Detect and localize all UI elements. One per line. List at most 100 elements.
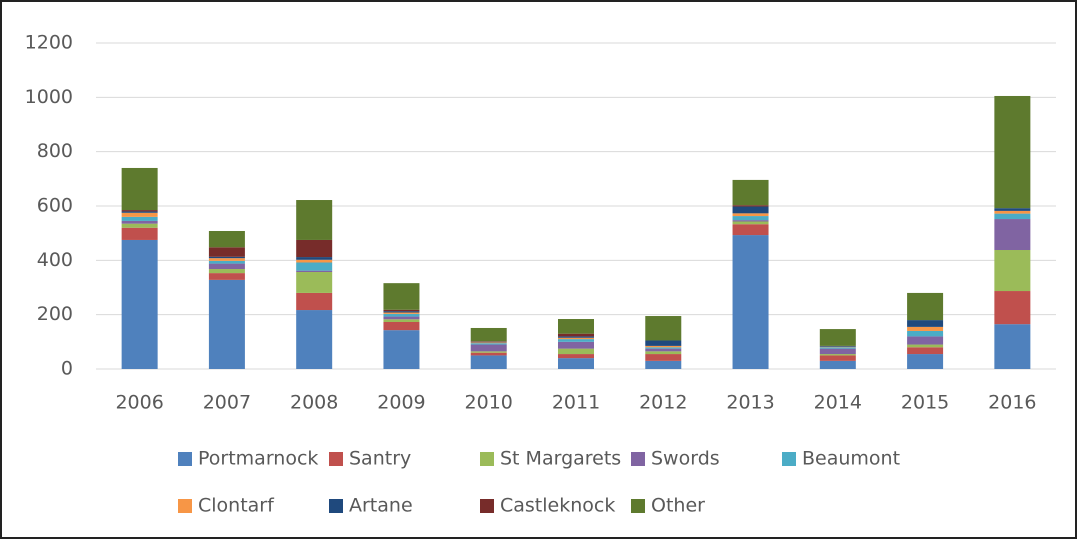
- bar-segment: [907, 347, 944, 355]
- bar-segment: [819, 360, 856, 369]
- legend-label: Artane: [349, 495, 413, 517]
- legend-label: St Margarets: [500, 448, 621, 470]
- legend-swatch: [329, 452, 343, 466]
- x-tick-label: 2011: [552, 392, 600, 414]
- legend-label: Clontarf: [198, 495, 275, 517]
- bar-segment: [732, 220, 769, 222]
- bar-segment: [994, 219, 1031, 251]
- y-tick-label: 1000: [25, 86, 73, 108]
- bar-segment: [383, 283, 420, 310]
- bar-segment: [645, 348, 682, 352]
- bar-segment: [296, 262, 333, 271]
- bar-segment: [907, 292, 944, 321]
- bar-segment: [208, 263, 245, 270]
- bar-segment: [383, 316, 420, 320]
- bar-segment: [645, 316, 682, 341]
- bar-segment: [208, 269, 245, 274]
- bar-segment: [732, 179, 769, 206]
- x-tick-label: 2006: [115, 392, 163, 414]
- legend-swatch: [178, 499, 192, 513]
- bar-segment: [296, 239, 333, 258]
- bar-segment: [558, 339, 594, 342]
- bar-segment: [994, 208, 1031, 211]
- legend-label: Castleknock: [500, 495, 615, 517]
- bar-segment: [558, 333, 594, 337]
- bar-segment: [819, 347, 856, 349]
- bar-segment: [994, 291, 1031, 325]
- bar-segment: [819, 354, 856, 356]
- bar-segment: [907, 326, 944, 331]
- bar-segment: [208, 279, 245, 369]
- bar-segment: [208, 258, 245, 261]
- y-tick-label: 800: [37, 140, 73, 162]
- bar-segment: [296, 270, 333, 273]
- bar-segment: [732, 213, 769, 217]
- bar-segment: [470, 343, 507, 345]
- bar-segment: [383, 322, 420, 331]
- bar-segment: [383, 330, 420, 369]
- x-tick-label: 2012: [639, 392, 687, 414]
- bar-segment: [121, 239, 158, 369]
- y-tick-label: 200: [37, 303, 73, 325]
- legend-swatch: [631, 499, 645, 513]
- bar-segment: [208, 260, 245, 264]
- bar-segment: [470, 352, 507, 356]
- bar-segment: [732, 235, 769, 369]
- bar-segment: [994, 213, 1031, 220]
- bar-segment: [645, 360, 682, 369]
- bar-segment: [732, 206, 769, 214]
- bar-segment: [558, 341, 594, 349]
- bar-segment: [470, 351, 507, 353]
- legend-swatch: [480, 499, 494, 513]
- bar-segment: [732, 221, 769, 225]
- bar-segment: [470, 341, 507, 343]
- legend-swatch: [329, 499, 343, 513]
- y-tick-label: 400: [37, 249, 73, 271]
- bar-segment: [558, 348, 594, 355]
- bar-segment: [907, 320, 944, 327]
- legend-label: Portmarnock: [198, 448, 318, 470]
- bar-segment: [470, 344, 507, 352]
- x-tick-label: 2010: [465, 392, 513, 414]
- bar-segment: [383, 309, 420, 312]
- legend-label: Swords: [651, 448, 720, 470]
- bar-segment: [732, 216, 769, 221]
- bar-segment: [645, 347, 682, 349]
- legend-label: Other: [651, 495, 705, 517]
- bar-segment: [819, 329, 856, 346]
- bar-segment: [296, 292, 333, 311]
- y-tick-label: 600: [37, 195, 73, 217]
- legend-swatch: [631, 452, 645, 466]
- bar-segment: [121, 220, 158, 224]
- x-tick-label: 2015: [901, 392, 949, 414]
- legend-label: Beaumont: [802, 448, 900, 470]
- bar-segment: [121, 210, 158, 212]
- bar-segment: [208, 247, 245, 257]
- bar-segment: [645, 351, 682, 355]
- x-tick-label: 2007: [203, 392, 251, 414]
- x-tick-label: 2009: [377, 392, 425, 414]
- bar-segment: [558, 319, 594, 334]
- legend-swatch: [782, 452, 796, 466]
- bar-segment: [994, 250, 1031, 292]
- bar-segment: [208, 256, 245, 259]
- bar-segment: [121, 223, 158, 228]
- bar-segment: [470, 341, 507, 342]
- bar-segment: [819, 348, 856, 355]
- bar-segment: [732, 224, 769, 236]
- bar-segment: [907, 330, 944, 337]
- bar-segment: [645, 354, 682, 361]
- bar-segment: [558, 354, 594, 359]
- x-tick-label: 2008: [290, 392, 338, 414]
- bar-segment: [470, 342, 507, 344]
- bar-segment: [470, 355, 507, 369]
- bar-segment: [819, 355, 856, 361]
- y-tick-label: 1200: [25, 32, 73, 54]
- bar-segment: [645, 340, 682, 346]
- bar-segment: [296, 272, 333, 293]
- x-tick-label: 2016: [988, 392, 1036, 414]
- bar-segment: [383, 313, 420, 317]
- bar-segment: [558, 358, 594, 369]
